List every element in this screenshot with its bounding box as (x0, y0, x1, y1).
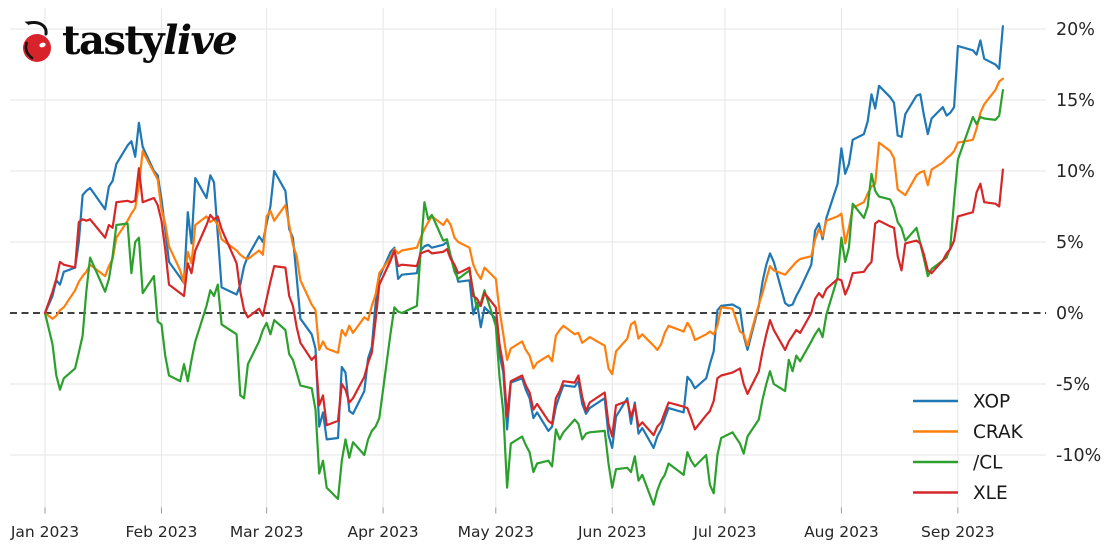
series-line-XLE (43, 167, 1005, 438)
legend-label-CL: /CL (973, 453, 1003, 474)
brand-live: live (163, 17, 238, 64)
x-tick-label: Jul 2023 (692, 523, 756, 541)
brand-tasty: tasty (62, 17, 165, 64)
tastylive-logo: tastylive (16, 18, 238, 64)
legend-label-XLE: XLE (973, 483, 1008, 504)
y-tick-label: 10% (1056, 162, 1095, 182)
series-line-XOP (43, 25, 1005, 449)
y-tick-label: 20% (1056, 20, 1095, 40)
y-tick-label: 0% (1056, 304, 1084, 324)
x-tick-label: Sep 2023 (921, 523, 995, 541)
x-tick-label: May 2023 (458, 523, 534, 541)
series-line-CRAK (43, 77, 1005, 376)
cherry-icon (23, 21, 51, 62)
brand-wordmark: tastylive (62, 21, 238, 61)
x-tick-label: Feb 2023 (126, 523, 198, 541)
x-tick-label: Jan 2023 (10, 523, 79, 541)
legend-label-XOP: XOP (973, 392, 1010, 413)
x-tick-label: Jun 2023 (577, 523, 647, 541)
y-tick-label: 15% (1056, 91, 1095, 111)
series-line-CL (43, 88, 1005, 506)
y-tick-label: 5% (1056, 233, 1084, 253)
x-tick-label: Mar 2023 (230, 523, 304, 541)
y-tick-label: -5% (1056, 375, 1090, 395)
legend-label-CRAK: CRAK (973, 422, 1024, 443)
x-tick-label: Aug 2023 (804, 523, 879, 541)
x-tick-label: Apr 2023 (347, 523, 418, 541)
y-tick-label: -10% (1056, 446, 1101, 466)
